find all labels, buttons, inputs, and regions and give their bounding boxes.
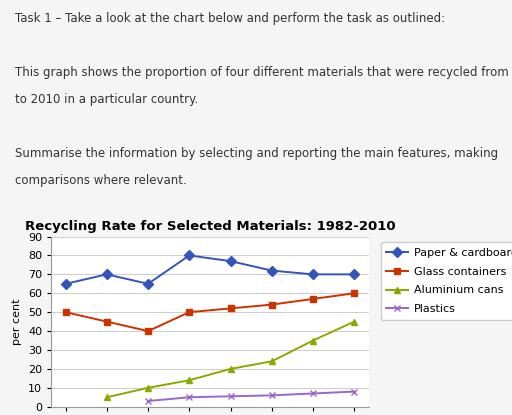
Plastics	[186, 395, 193, 400]
Paper & cardboard	[145, 281, 151, 286]
Paper & cardboard	[269, 268, 275, 273]
Aluminium cans	[186, 378, 193, 383]
Paper & cardboard	[351, 272, 357, 277]
Glass containers	[310, 296, 316, 301]
Text: Summarise the information by selecting and reporting the main features, making: Summarise the information by selecting a…	[15, 147, 499, 160]
Text: This graph shows the proportion of four different materials that were recycled f: This graph shows the proportion of four …	[15, 66, 512, 79]
Text: Task 1 – Take a look at the chart below and perform the task as outlined:: Task 1 – Take a look at the chart below …	[15, 12, 445, 25]
Glass containers	[62, 310, 69, 315]
Aluminium cans	[145, 385, 151, 390]
Aluminium cans	[310, 338, 316, 343]
Glass containers	[227, 306, 233, 311]
Text: comparisons where relevant.: comparisons where relevant.	[15, 174, 187, 187]
Paper & cardboard	[310, 272, 316, 277]
Legend: Paper & cardboard, Glass containers, Aluminium cans, Plastics: Paper & cardboard, Glass containers, Alu…	[380, 242, 512, 320]
Aluminium cans	[104, 395, 110, 400]
Line: Aluminium cans: Aluminium cans	[103, 318, 358, 401]
Plastics	[310, 391, 316, 396]
Glass containers	[104, 319, 110, 324]
Line: Plastics: Plastics	[144, 388, 358, 405]
Glass containers	[145, 329, 151, 334]
Glass containers	[351, 291, 357, 296]
Line: Paper & cardboard: Paper & cardboard	[62, 252, 358, 287]
Plastics	[269, 393, 275, 398]
Paper & cardboard	[186, 253, 193, 258]
Plastics	[145, 398, 151, 403]
Paper & cardboard	[62, 281, 69, 286]
Y-axis label: per cent: per cent	[12, 298, 23, 345]
Paper & cardboard	[227, 259, 233, 264]
Paper & cardboard	[104, 272, 110, 277]
Glass containers	[269, 302, 275, 307]
Glass containers	[186, 310, 193, 315]
Plastics	[351, 389, 357, 394]
Aluminium cans	[351, 319, 357, 324]
Title: Recycling Rate for Selected Materials: 1982-2010: Recycling Rate for Selected Materials: 1…	[25, 220, 395, 232]
Aluminium cans	[227, 366, 233, 371]
Text: to 2010 in a particular country.: to 2010 in a particular country.	[15, 93, 199, 106]
Plastics	[227, 394, 233, 399]
Line: Glass containers: Glass containers	[62, 290, 358, 334]
Aluminium cans	[269, 359, 275, 364]
